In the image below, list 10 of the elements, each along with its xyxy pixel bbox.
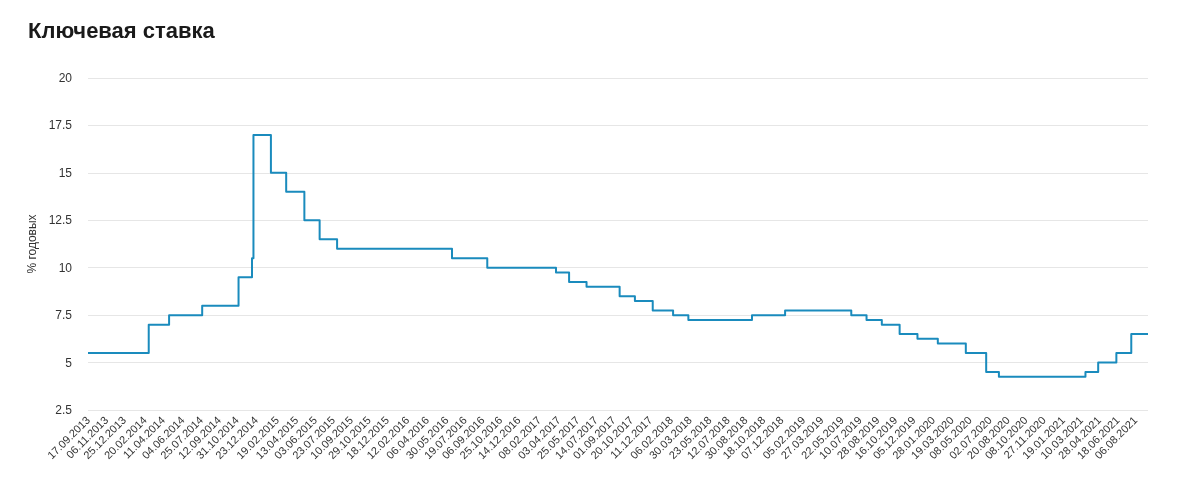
- y-tick-label: 15: [58, 165, 73, 180]
- y-tick-label: 2.5: [55, 403, 73, 417]
- y-tick-label: 5: [65, 355, 73, 370]
- y-axis-title: % годовых: [24, 214, 39, 274]
- y-tick-label: 20: [58, 71, 73, 85]
- y-tick-label: 10: [58, 260, 73, 275]
- chart-title: Ключевая ставка: [28, 18, 215, 44]
- y-tick-label: 7.5: [55, 308, 73, 323]
- y-tick-label: 17.5: [48, 118, 73, 133]
- y-tick-label: 12.5: [48, 213, 73, 228]
